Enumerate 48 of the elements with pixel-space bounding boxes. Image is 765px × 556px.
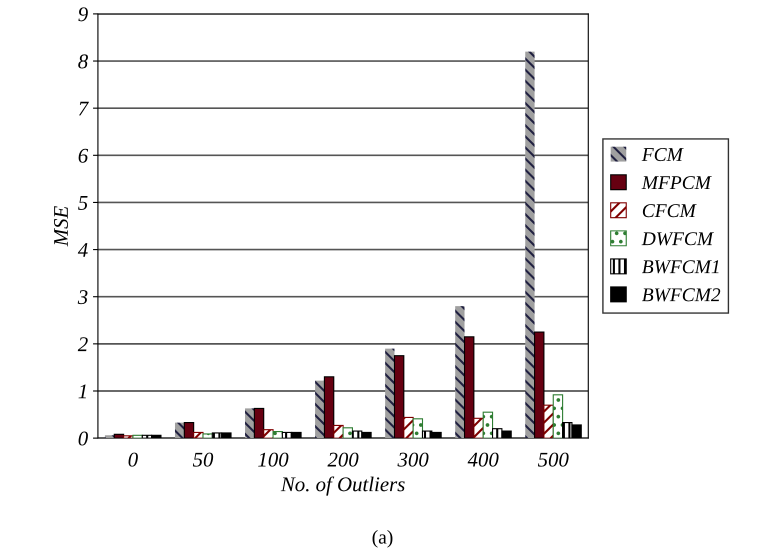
x-tick-label: 200 (327, 452, 358, 467)
y-tick-label: 2 (78, 337, 88, 352)
bar (245, 408, 254, 438)
bar (333, 424, 344, 438)
text: (a) (372, 530, 392, 548)
bar (263, 429, 274, 438)
y-tick-label: 6 (78, 148, 88, 163)
bar (385, 348, 394, 438)
bar (455, 306, 465, 438)
bar (315, 380, 324, 438)
bar (525, 52, 535, 438)
legend-label: FCM (642, 148, 684, 162)
legend-label: MFPCM (642, 176, 712, 190)
bar (534, 332, 544, 438)
bar (272, 430, 283, 438)
legend-label: BWFCM1 (642, 260, 719, 274)
bar (552, 394, 564, 438)
bar (394, 355, 404, 438)
y-tick-label: 7 (79, 102, 89, 116)
bar (254, 408, 264, 438)
y-tick-label: 3 (78, 290, 88, 304)
legend-label: CFCM (642, 204, 697, 218)
y-tick-label: 4 (78, 243, 88, 257)
legend-label: BWFCM2 (642, 288, 720, 302)
y-tick-label: 0 (78, 432, 88, 446)
y-axis-title: MSE (54, 206, 68, 247)
x-tick-label: 50 (192, 452, 214, 467)
bar (184, 422, 194, 438)
bar (174, 422, 184, 438)
legend-label: DWFCM (642, 232, 714, 246)
bar (482, 412, 494, 438)
x-tick-label: 500 (538, 452, 569, 467)
bar (132, 434, 143, 438)
y-tick-label: 8 (78, 54, 88, 68)
bar (123, 435, 134, 438)
y-tick-label: 9 (78, 7, 88, 22)
x-axis-title: No. of Outliers (280, 476, 405, 496)
bar (193, 432, 204, 438)
x-tick-label: 100 (258, 452, 288, 467)
bar (464, 336, 474, 438)
x-tick-label: 400 (468, 452, 499, 467)
y-tick-label: 5 (78, 196, 88, 210)
y-tick-label: 1 (78, 384, 86, 398)
x-tick-label: 300 (398, 452, 429, 467)
bar (324, 376, 334, 438)
bar (342, 427, 353, 438)
bar (412, 418, 424, 438)
x-tick-label: 0 (128, 452, 138, 467)
